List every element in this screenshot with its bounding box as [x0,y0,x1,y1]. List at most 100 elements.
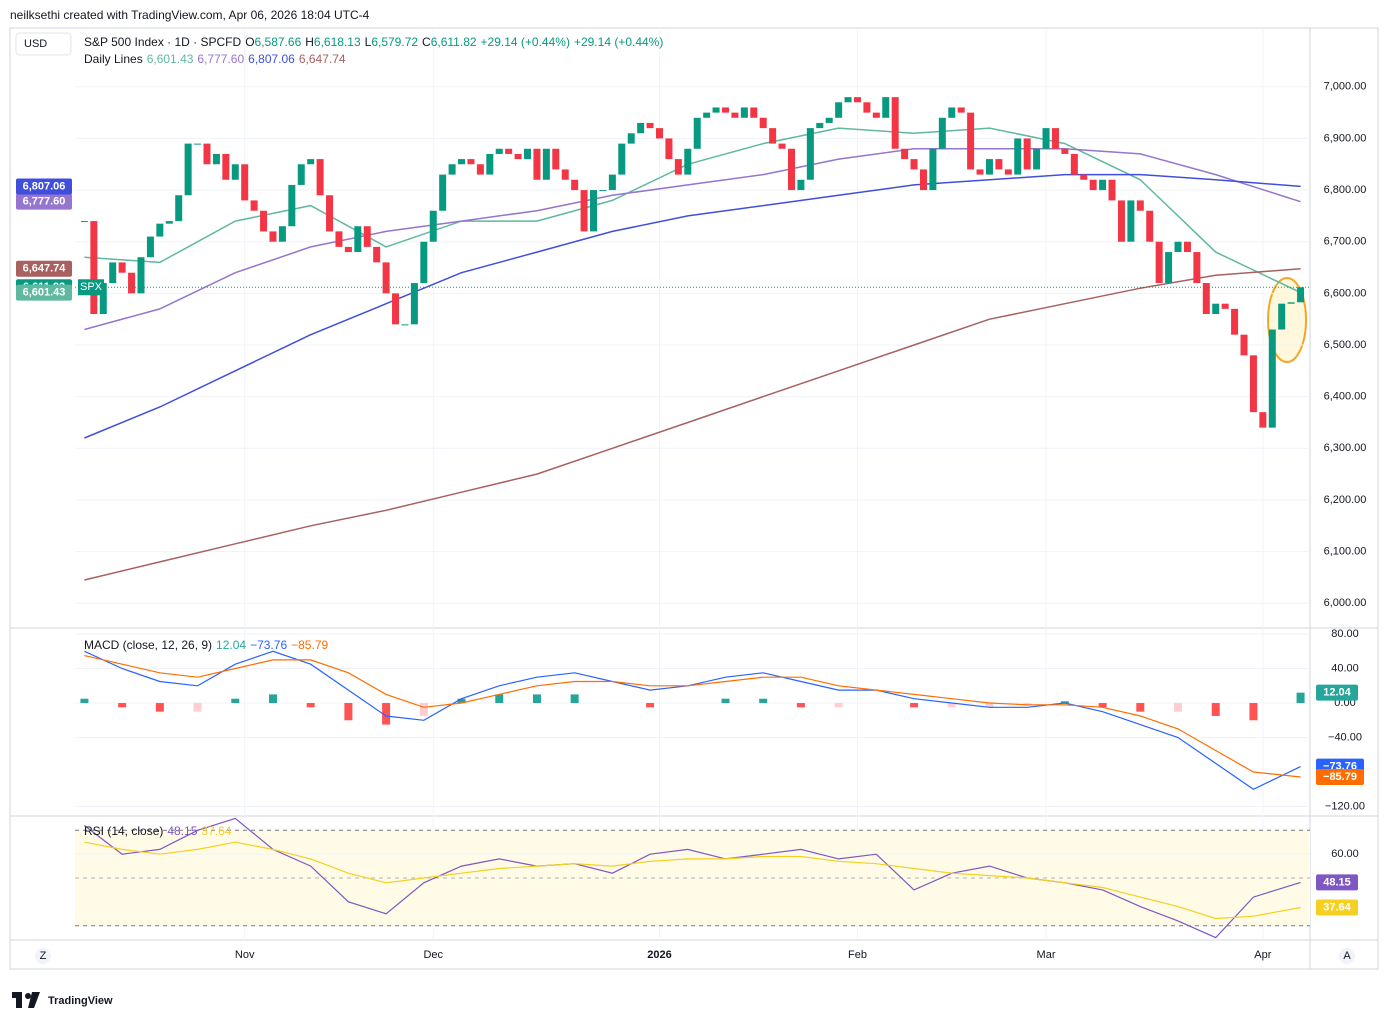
rsi-line [84,817,1301,939]
currency-button[interactable] [15,32,72,56]
histogram-bar [1060,701,1069,704]
histogram-bar [1174,703,1183,712]
candle [693,117,701,149]
legend-value: +29.14 (+0.44%) [480,35,570,49]
candle [175,195,183,222]
histogram-bar [231,698,240,704]
candle [533,148,541,180]
price-tag-label: 37.64 [1323,901,1351,913]
symbol-tag [78,279,104,296]
legend-value: 6,587.66 [254,35,302,49]
candle [957,107,965,113]
candle [571,179,579,191]
candle [1023,138,1031,170]
title: S&P 500 Index · 1D · SPCFD [84,35,242,49]
legend-value: 6,611.82 [430,35,477,49]
indicator-title: Daily Lines [84,52,143,66]
candle [580,190,588,232]
scale-button-label[interactable]: Z [40,950,47,962]
legend-key: L [364,35,372,49]
moving-average [84,148,1301,331]
candle [872,112,880,118]
candle [608,174,616,191]
candle [1249,355,1257,413]
moving-average [84,173,1301,439]
histogram-bar [268,694,277,704]
y-tick-label: 7,000.00 [1324,81,1367,93]
price-tag [16,178,72,195]
x-tick-label: Mar [1037,949,1056,961]
candle [524,148,532,160]
candle [1231,308,1239,335]
histogram-bar [1136,703,1145,712]
candle [712,107,720,113]
candle [250,200,258,211]
candle [1174,241,1182,253]
candle [1221,303,1229,309]
candle [1240,334,1248,356]
x-tick-label: Dec [423,949,443,961]
candle [618,143,626,175]
candle [363,226,371,247]
histogram-bar [1249,703,1258,721]
candle [769,128,777,144]
histogram-bar [382,703,391,725]
candle [542,148,550,180]
scale-button[interactable] [1339,948,1355,964]
candle [590,190,598,232]
candle [1278,303,1286,330]
candle [740,107,748,118]
candle [128,272,136,294]
candle [1033,148,1041,170]
candle [439,174,447,211]
macd-line [84,650,1301,790]
candle [967,112,975,170]
y-tick-label: 6,900.00 [1324,132,1367,144]
scale-button[interactable] [35,948,51,964]
candle [750,107,758,118]
candle [703,112,711,118]
histogram-bar [721,698,730,704]
histogram-bar [344,703,353,721]
price-tag-label: 6,777.60 [23,196,66,208]
candle [646,122,654,129]
candle [1127,200,1135,242]
currency[interactable]: USD [24,38,47,50]
candle [203,143,211,165]
histogram-bar [947,703,956,708]
candle [420,241,428,284]
scale-button-label[interactable]: A [1343,950,1351,962]
moving-average [84,267,1301,581]
price-tag-label: 6,647.74 [23,263,67,275]
histogram-bar [118,703,127,708]
y-tick-label: 6,300.00 [1324,442,1367,454]
candle [222,153,230,180]
macd-line [84,655,1301,778]
histogram-bar [1211,703,1220,716]
candle [458,159,466,165]
candle [929,148,937,191]
candle [891,97,899,149]
candle [721,107,729,113]
candle [1080,174,1088,180]
x-tick-label: 2026 [647,949,671,961]
histogram-bar [759,698,768,704]
candle [382,262,390,294]
histogram-bar [80,698,89,704]
candle [985,159,993,175]
legend-key: C [422,35,431,49]
candle [392,293,400,325]
legend-key: H [305,35,314,49]
rsi-legend: RSI (14, close) 48.15 37.64 [84,824,235,838]
candle [637,122,645,134]
candle [278,226,286,242]
indicator-title: RSI (14, close) [84,824,164,838]
candle [316,159,324,196]
frame [9,27,1379,970]
candle [938,117,946,149]
histogram-bar [1296,692,1305,704]
rsi-line [84,841,1301,920]
candle [184,143,192,196]
candle [1070,153,1078,175]
histogram-bar [495,694,504,704]
